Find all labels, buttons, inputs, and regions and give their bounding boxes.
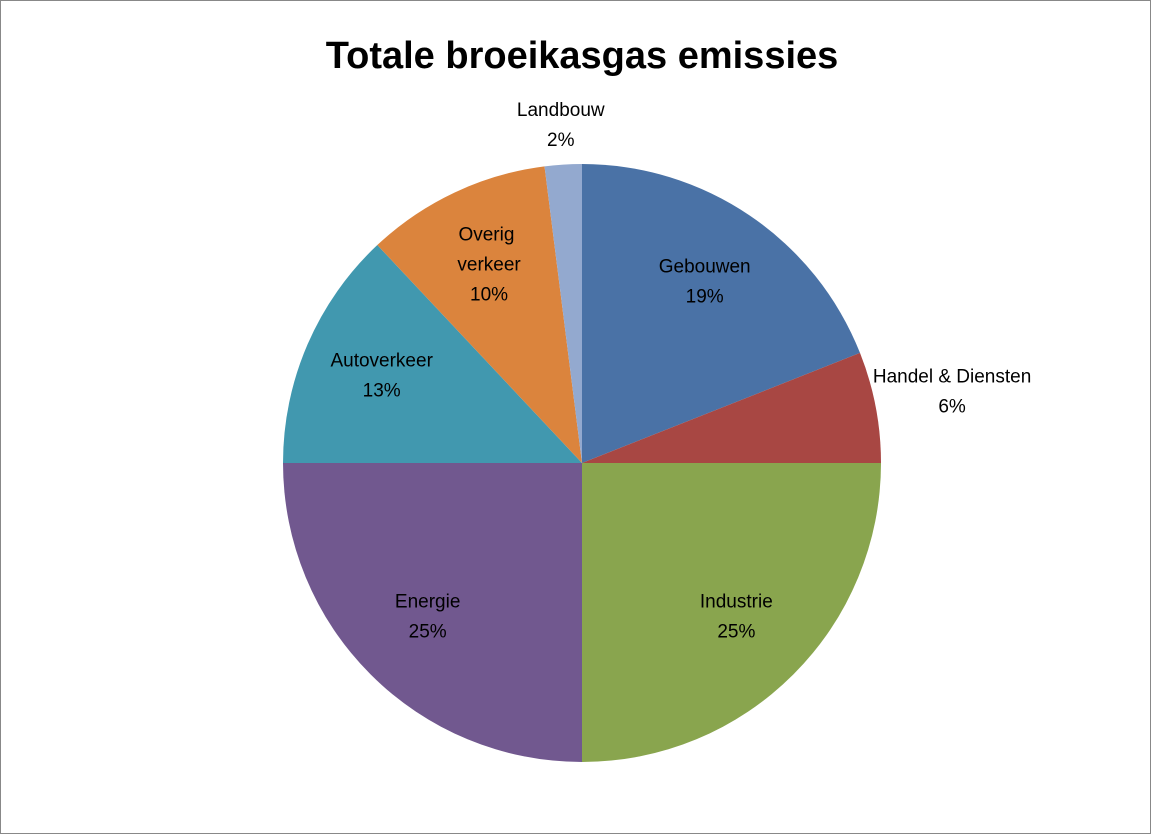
pie-slice [582,352,881,463]
pie-slice [582,463,881,762]
slice-value-label: 10% [470,285,508,306]
slice-label: Overig verkeer [457,225,521,276]
slice-value-label: 13% [363,380,401,401]
slice-label: Handel & Diensten [873,366,1031,387]
pie-slice [283,463,582,762]
pie-slice [377,166,582,463]
pie-slice [283,245,582,463]
chart-title: Totale broeikasgas emissies [326,35,839,77]
slice-value-label: 2% [547,130,575,151]
slice-value-label: 6% [938,396,966,417]
slice-label: Industrie [700,591,773,612]
pie-slice [544,164,582,463]
slice-value-label: 25% [409,621,447,642]
slice-label: Landbouw [517,100,605,121]
slice-label: Energie [395,591,461,612]
slice-label: Gebouwen [659,256,751,277]
pie-slice [582,164,861,463]
slice-label: Autoverkeer [330,350,433,371]
slice-value-label: 25% [717,621,755,642]
slice-value-label: 19% [686,286,724,307]
